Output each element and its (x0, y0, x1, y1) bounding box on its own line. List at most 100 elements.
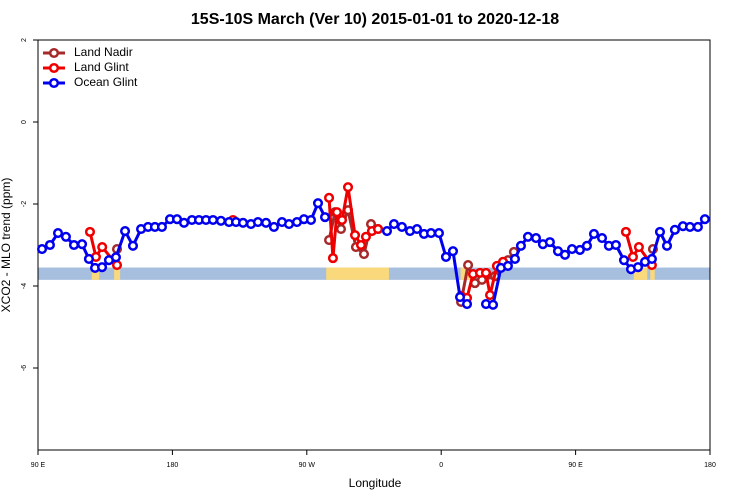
x-tick-label: 0 (439, 462, 443, 469)
point-marker (596, 232, 608, 244)
legend-label: Ocean Glint (74, 75, 138, 89)
point-marker (610, 239, 621, 251)
point-marker (463, 260, 474, 271)
point-marker (530, 232, 542, 244)
point-marker (502, 260, 514, 271)
y-tick-label: -6 (21, 365, 28, 371)
land-band (326, 267, 389, 280)
point-marker (522, 231, 534, 242)
point-marker (440, 251, 452, 262)
point-marker (372, 223, 384, 235)
point-marker (461, 298, 473, 310)
point-marker (484, 289, 496, 301)
point-marker (358, 248, 370, 260)
y-tick-label: 2 (21, 38, 28, 42)
point-marker (669, 224, 680, 235)
x-axis-label: Longitude (349, 476, 402, 490)
chart-title: 15S-10S March (Ver 10) 2015-01-01 to 202… (191, 11, 559, 28)
point-marker (178, 217, 190, 228)
point-marker (566, 244, 578, 255)
point-marker (447, 246, 459, 257)
point-marker (699, 214, 710, 225)
point-marker (509, 253, 521, 264)
plot-frame (37, 39, 711, 451)
point-marker (156, 221, 167, 233)
point-marker (396, 221, 407, 233)
legend-marker (48, 62, 60, 74)
point-marker (411, 223, 423, 235)
point-marker (283, 219, 295, 230)
point-marker (327, 253, 338, 264)
point-marker (324, 192, 335, 203)
point-marker (425, 228, 437, 239)
point-marker (68, 239, 80, 251)
y-tick-label: 0 (21, 120, 28, 124)
point-marker (581, 240, 592, 251)
point-marker (633, 242, 644, 253)
point-marker (335, 223, 347, 235)
point-marker (349, 230, 361, 241)
point-marker (268, 221, 279, 233)
point-marker (355, 239, 367, 251)
point-marker (252, 216, 264, 228)
point-marker (618, 255, 630, 266)
legend-label: Land Glint (74, 60, 129, 74)
point-marker (632, 262, 644, 273)
point-marker (342, 182, 354, 193)
point-marker (120, 226, 131, 237)
point-marker (237, 217, 249, 228)
series-line (41, 199, 707, 307)
y-tick-label: -4 (21, 283, 28, 289)
point-marker (97, 262, 108, 273)
series-line (88, 186, 654, 300)
x-tick-label: 90 E (568, 462, 583, 469)
point-marker (36, 244, 48, 255)
point-marker (260, 217, 272, 228)
land-band (114, 267, 121, 280)
legend-marker (48, 47, 60, 59)
point-marker (388, 219, 400, 230)
point-marker (360, 231, 371, 242)
point-marker (207, 214, 219, 226)
point-marker (336, 214, 348, 226)
y-tick-label: -2 (21, 201, 28, 207)
point-marker (588, 228, 600, 239)
legend-label: Land Nadir (74, 45, 133, 59)
point-marker (84, 226, 96, 237)
point-marker (574, 244, 585, 255)
point-marker (319, 212, 331, 223)
x-tick-label: 90 E (31, 462, 46, 469)
point-marker (654, 226, 666, 237)
point-marker (60, 231, 71, 242)
point-marker (381, 226, 393, 237)
point-marker (480, 267, 492, 278)
point-marker (215, 215, 226, 226)
land-band (91, 267, 100, 280)
point-marker (312, 198, 324, 209)
y-axis-label: XCO2 - MLO trend (ppm) (0, 178, 13, 313)
point-marker (77, 239, 88, 250)
point-marker (661, 240, 673, 251)
point-marker (52, 228, 64, 239)
point-marker (620, 226, 631, 237)
point-marker (692, 221, 703, 233)
land-band (650, 267, 655, 280)
point-marker (44, 239, 55, 251)
point-marker (127, 240, 139, 251)
point-marker (97, 242, 108, 253)
point-marker (646, 253, 657, 264)
x-tick-label: 180 (704, 462, 716, 469)
point-marker (559, 249, 571, 260)
point-marker (305, 214, 317, 226)
x-tick-label: 90 W (299, 462, 316, 469)
point-marker (627, 251, 638, 262)
point-marker (454, 292, 466, 303)
point-marker (487, 299, 499, 310)
legend-marker (48, 77, 60, 89)
point-marker (83, 253, 94, 264)
point-marker (111, 260, 123, 271)
point-marker (544, 237, 555, 248)
point-marker (515, 240, 526, 251)
point-marker (110, 252, 122, 263)
point-marker (684, 221, 696, 233)
